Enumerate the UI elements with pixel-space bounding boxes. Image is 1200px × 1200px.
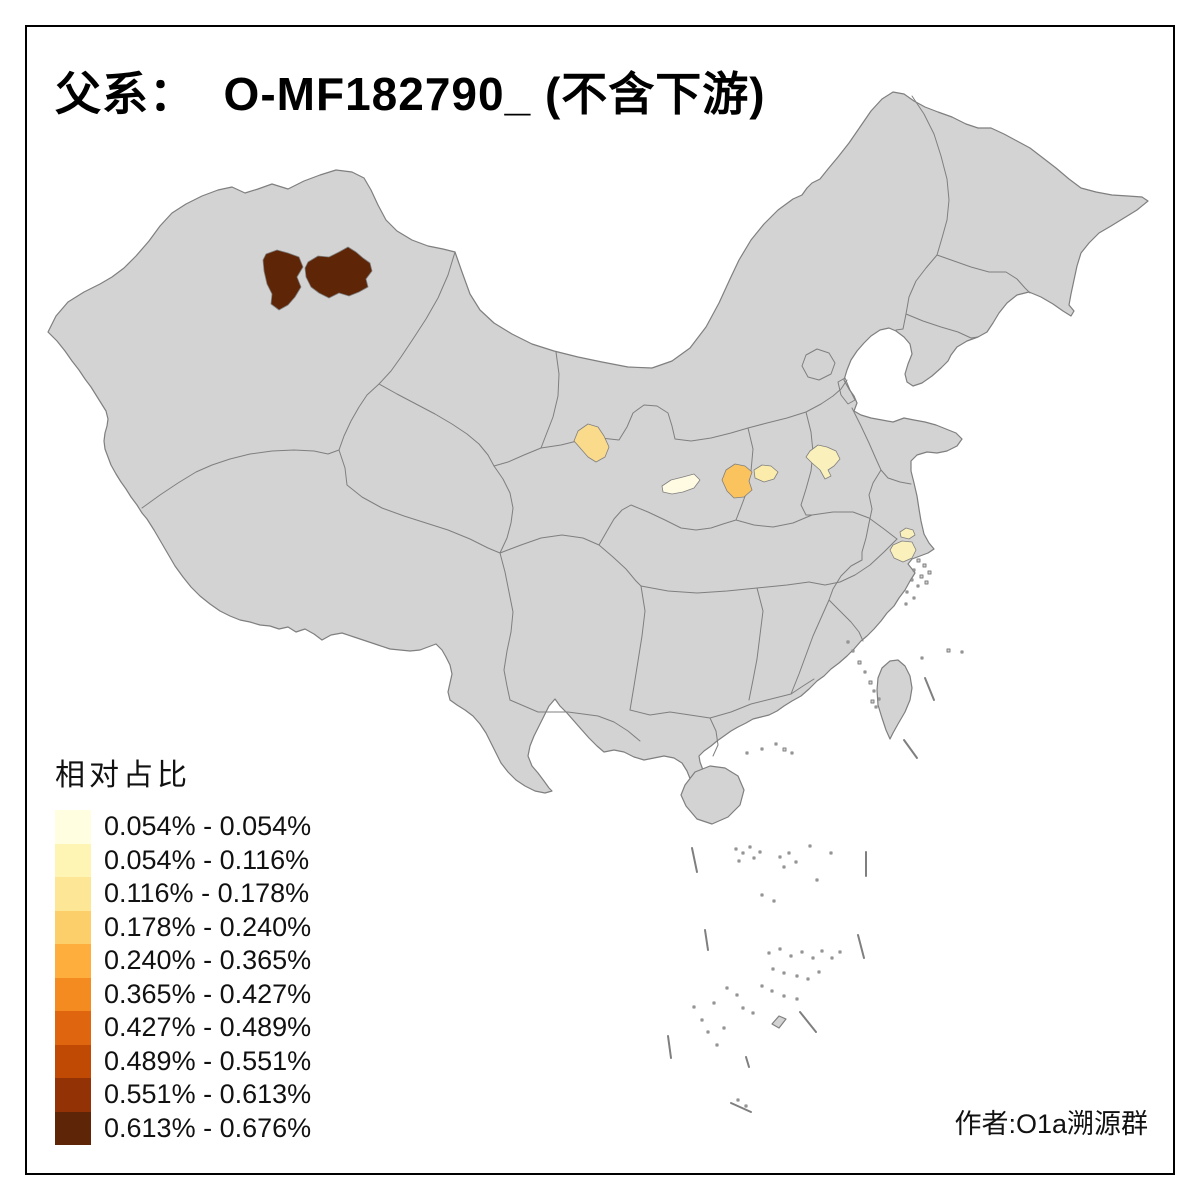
legend-row: 0.054% - 0.054% bbox=[55, 810, 311, 844]
legend-swatch bbox=[55, 977, 91, 1011]
legend-label: 0.116% - 0.178% bbox=[104, 878, 310, 909]
province-borders bbox=[141, 95, 1031, 757]
legend-swatch bbox=[55, 1044, 91, 1078]
legend-swatch bbox=[55, 1078, 91, 1112]
legend-swatch bbox=[55, 843, 91, 877]
colored-regions bbox=[262, 246, 917, 563]
map-region-gansu-central bbox=[573, 423, 610, 463]
map-region-shaanxi-south bbox=[661, 473, 701, 495]
nine-dash-line bbox=[667, 677, 935, 1113]
legend-swatch bbox=[55, 1011, 91, 1045]
legend-row: 0.116% - 0.178% bbox=[55, 877, 311, 911]
legend-row: 0.551% - 0.613% bbox=[55, 1078, 311, 1112]
attribution-text: 作者:O1a溯源群 bbox=[954, 1109, 1148, 1139]
map-region-jiangsu-southeast-upper bbox=[899, 527, 916, 540]
legend-swatch bbox=[55, 910, 91, 944]
legend-swatch bbox=[55, 810, 91, 844]
legend-row: 0.365% - 0.427% bbox=[55, 977, 312, 1011]
legend-label: 0.054% - 0.054% bbox=[104, 811, 312, 842]
legend-label: 0.365% - 0.427% bbox=[104, 978, 312, 1009]
map-region-shanxi-south bbox=[753, 464, 779, 483]
legend-label: 0.489% - 0.551% bbox=[104, 1045, 312, 1076]
plot-frame bbox=[25, 25, 1175, 1175]
legend-swatch bbox=[55, 1111, 91, 1145]
map-region-xinjiang-north bbox=[304, 246, 373, 299]
hainan-island bbox=[680, 765, 745, 825]
beijing-border bbox=[801, 348, 836, 381]
legend-swatch bbox=[55, 944, 91, 978]
tianjin-border bbox=[837, 377, 856, 405]
map-root bbox=[47, 91, 1149, 1113]
legend-label: 0.240% - 0.365% bbox=[104, 945, 312, 976]
legend-row: 0.054% - 0.116% bbox=[55, 843, 311, 877]
legend-row: 0.613% - 0.676% bbox=[55, 1111, 312, 1145]
legend-row: 0.240% - 0.365% bbox=[55, 944, 311, 978]
legend-label: 0.613% - 0.676% bbox=[104, 1112, 312, 1143]
legend-row: 0.427% - 0.489% bbox=[55, 1011, 311, 1045]
legend-title: 相对占比 bbox=[55, 759, 191, 792]
map-region-xinjiang-northwest bbox=[262, 249, 304, 311]
island-specks bbox=[692, 558, 964, 1108]
map-region-jiangsu-southeast-lower bbox=[889, 540, 917, 563]
map-title: 父系： O-MF182790_ (不含下游) bbox=[55, 68, 766, 120]
legend-swatch bbox=[55, 877, 91, 911]
south-sea-island bbox=[771, 1015, 787, 1029]
legend-rows: 0.054% - 0.054% 0.054% - 0.116% 0.116% - 0… bbox=[55, 810, 311, 1145]
map-region-henan-north bbox=[805, 444, 841, 480]
legend: 相对占比 0.054% - 0.054% 0.054% - 0.116% 0.116… bbox=[55, 750, 311, 1145]
map-region-shanxi-southwest bbox=[721, 463, 753, 499]
legend-row: 0.178% - 0.240% bbox=[55, 910, 312, 944]
taiwan-island bbox=[876, 659, 913, 740]
legend-label: 0.427% - 0.489% bbox=[104, 1012, 312, 1043]
legend-label: 0.178% - 0.240% bbox=[104, 911, 312, 942]
legend-label: 0.054% - 0.116% bbox=[104, 844, 310, 875]
legend-row: 0.489% - 0.551% bbox=[55, 1044, 312, 1078]
legend-label: 0.551% - 0.613% bbox=[104, 1079, 312, 1110]
